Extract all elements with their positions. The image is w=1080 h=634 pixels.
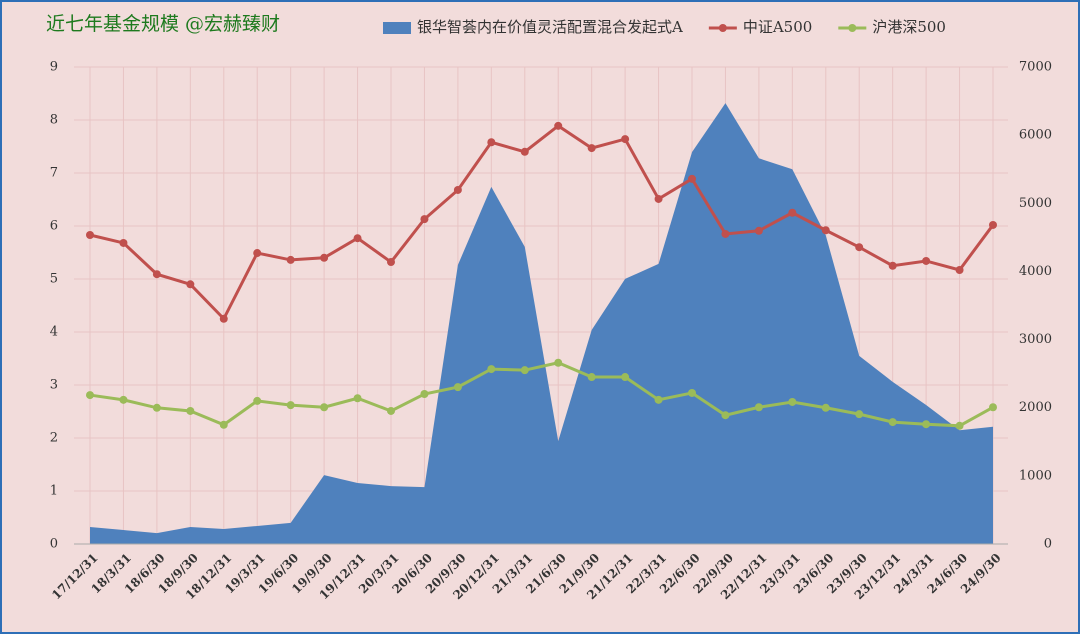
legend-swatch [848,24,857,32]
point [387,406,395,415]
point [219,420,228,429]
point [922,420,931,429]
line [89,361,994,428]
point [855,243,864,252]
point [320,403,329,412]
point [654,395,663,404]
y2-tick-label: 7000 [1019,60,1052,75]
point [855,410,864,419]
y2-tick-label: 6000 [1019,128,1052,143]
y-tick-label: 8 [50,113,58,128]
point [654,194,663,203]
point [955,421,964,430]
point [286,401,295,410]
point [621,135,630,144]
point [353,234,362,243]
point [587,373,596,382]
point [286,255,295,264]
y-tick-label: 5 [50,272,58,287]
point [320,253,329,262]
point [754,226,763,235]
point [754,403,763,412]
y2-tick-label: 3000 [1019,332,1052,347]
y2-tick-label: 5000 [1019,196,1052,211]
point [688,388,696,397]
y-tick-label: 6 [50,219,58,234]
y-tick-label: 9 [50,60,58,75]
point [821,226,830,235]
point [788,397,797,406]
point [955,265,964,274]
point [888,418,897,427]
y-tick-label: 0 [50,537,58,552]
line [89,123,995,322]
point [922,256,931,265]
point [119,395,128,404]
point [387,258,395,267]
y2-tick-label: 2000 [1019,400,1052,415]
point [821,403,830,412]
point [554,358,563,367]
point [688,174,696,183]
point [989,403,997,412]
point [788,208,797,217]
y2-tick-label: 4000 [1019,264,1052,279]
legend-swatch [718,24,727,32]
legend-label: 银华智荟内在价值灵活配置混合发起式A [417,18,683,36]
point [721,411,730,420]
point [554,121,563,130]
legend-swatch [383,22,411,34]
legend-label: 中证A500 [743,18,812,36]
y-tick-label: 4 [50,325,58,340]
chart-title: 近七年基金规模 @宏赫臻财 [46,13,280,35]
point [152,403,161,412]
area [90,103,993,544]
point [989,220,997,229]
point [219,314,228,323]
point [186,280,195,289]
point [253,249,262,258]
y-tick-label: 2 [50,431,58,446]
point [587,144,596,153]
point [253,396,262,405]
point [186,406,195,415]
y-tick-label: 7 [50,166,58,181]
point [152,270,161,279]
point [420,215,429,224]
point [86,231,94,240]
point [520,366,529,375]
point [420,390,429,399]
point [453,383,462,392]
point [888,261,897,270]
point [86,391,94,400]
y-tick-label: 3 [50,378,58,393]
point [520,147,529,156]
point [119,238,128,247]
point [453,185,462,194]
legend-label: 沪港深500 [872,18,946,36]
y2-tick-label: 0 [1044,537,1052,552]
point [621,373,630,382]
point [353,394,362,403]
point [487,138,496,147]
point [487,365,496,374]
y-tick-label: 1 [50,484,58,499]
point [721,229,730,238]
y2-tick-label: 1000 [1019,468,1052,483]
